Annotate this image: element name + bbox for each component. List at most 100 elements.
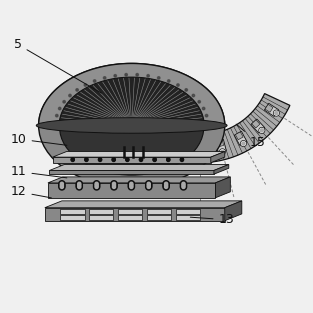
- Polygon shape: [225, 201, 242, 221]
- Text: 11: 11: [11, 165, 67, 178]
- Polygon shape: [135, 119, 149, 133]
- Circle shape: [112, 182, 115, 185]
- Circle shape: [198, 100, 200, 103]
- Circle shape: [119, 104, 121, 106]
- Circle shape: [157, 111, 159, 114]
- Bar: [60, 209, 85, 214]
- Circle shape: [182, 184, 185, 187]
- Circle shape: [107, 109, 110, 111]
- Circle shape: [186, 122, 189, 125]
- Circle shape: [164, 95, 167, 97]
- Circle shape: [115, 105, 117, 108]
- Polygon shape: [49, 165, 229, 171]
- Circle shape: [99, 120, 101, 122]
- Circle shape: [112, 184, 115, 187]
- Circle shape: [161, 117, 164, 120]
- Circle shape: [60, 184, 64, 187]
- Circle shape: [118, 88, 121, 90]
- Bar: [176, 209, 200, 214]
- Circle shape: [97, 95, 99, 97]
- Polygon shape: [53, 151, 225, 157]
- Circle shape: [259, 127, 265, 133]
- Polygon shape: [264, 103, 279, 116]
- Circle shape: [103, 92, 106, 94]
- Bar: [118, 209, 142, 214]
- Circle shape: [240, 141, 247, 147]
- Circle shape: [75, 122, 77, 125]
- Polygon shape: [176, 140, 183, 147]
- Circle shape: [180, 158, 183, 161]
- Circle shape: [275, 111, 278, 115]
- Circle shape: [147, 185, 150, 188]
- Circle shape: [159, 114, 162, 117]
- Circle shape: [111, 107, 113, 110]
- Circle shape: [54, 122, 57, 124]
- Circle shape: [99, 158, 102, 161]
- Circle shape: [102, 114, 104, 117]
- Circle shape: [154, 109, 156, 111]
- Bar: [60, 215, 85, 220]
- Circle shape: [183, 112, 186, 114]
- Circle shape: [78, 112, 80, 114]
- Circle shape: [142, 88, 145, 90]
- Circle shape: [126, 158, 129, 162]
- Circle shape: [147, 182, 150, 185]
- Circle shape: [174, 149, 181, 155]
- Circle shape: [167, 80, 170, 82]
- Circle shape: [85, 158, 88, 162]
- Circle shape: [98, 123, 100, 126]
- Circle shape: [60, 182, 64, 185]
- Circle shape: [142, 104, 145, 106]
- Polygon shape: [211, 151, 225, 163]
- Circle shape: [133, 103, 135, 105]
- Circle shape: [112, 158, 115, 161]
- Circle shape: [63, 100, 65, 103]
- Polygon shape: [38, 64, 225, 126]
- Circle shape: [111, 182, 117, 188]
- Polygon shape: [197, 143, 203, 149]
- Circle shape: [260, 129, 263, 132]
- Circle shape: [128, 184, 135, 190]
- Circle shape: [150, 90, 153, 92]
- Polygon shape: [251, 119, 265, 133]
- Text: 12: 12: [11, 185, 51, 198]
- Polygon shape: [53, 157, 211, 163]
- Circle shape: [180, 181, 187, 187]
- Circle shape: [221, 150, 224, 153]
- Circle shape: [123, 103, 126, 105]
- Circle shape: [146, 182, 152, 188]
- Circle shape: [139, 158, 142, 162]
- Ellipse shape: [38, 64, 225, 187]
- Circle shape: [273, 110, 280, 116]
- Polygon shape: [215, 177, 230, 198]
- Circle shape: [197, 151, 203, 158]
- Circle shape: [81, 107, 84, 109]
- Circle shape: [56, 114, 58, 117]
- Circle shape: [163, 184, 169, 190]
- Polygon shape: [234, 131, 247, 146]
- Circle shape: [121, 110, 126, 116]
- Polygon shape: [196, 143, 204, 155]
- Polygon shape: [216, 140, 226, 153]
- Circle shape: [165, 185, 168, 188]
- Circle shape: [147, 184, 150, 187]
- Circle shape: [104, 111, 107, 114]
- Circle shape: [128, 182, 135, 188]
- Text: 13: 13: [190, 213, 234, 226]
- Circle shape: [112, 185, 115, 188]
- Circle shape: [85, 158, 88, 161]
- Circle shape: [192, 94, 195, 97]
- Circle shape: [130, 182, 133, 185]
- Circle shape: [135, 127, 141, 133]
- Circle shape: [78, 184, 81, 187]
- Circle shape: [99, 158, 102, 162]
- Circle shape: [76, 117, 78, 120]
- Circle shape: [242, 142, 245, 145]
- Ellipse shape: [59, 79, 204, 175]
- Text: 10: 10: [11, 132, 67, 146]
- Circle shape: [136, 74, 138, 76]
- Circle shape: [130, 185, 133, 188]
- Circle shape: [163, 123, 166, 126]
- Circle shape: [137, 103, 140, 105]
- Bar: [147, 209, 171, 214]
